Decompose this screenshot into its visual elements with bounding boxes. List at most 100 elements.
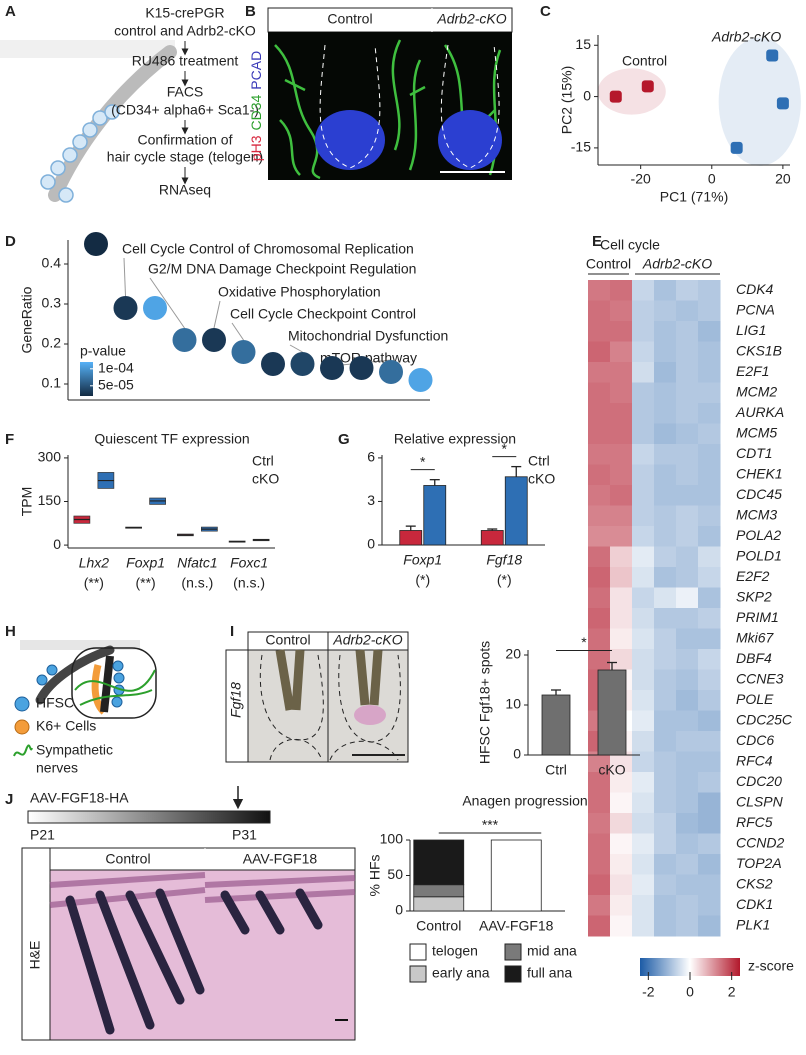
heat-cell <box>632 587 655 609</box>
legend-label: full ana <box>527 965 572 981</box>
heat-cell <box>654 854 677 875</box>
x-tick-label: Control <box>416 918 461 934</box>
heat-cell <box>698 854 721 875</box>
bar-segment <box>413 839 465 886</box>
row-label: CCNE3 <box>736 670 784 686</box>
heat-cell <box>654 280 677 301</box>
heat-cell <box>654 382 677 404</box>
x-axis-label: PC1 (71%) <box>660 189 728 205</box>
heat-cell <box>610 608 633 629</box>
heat-cell <box>676 526 699 547</box>
point <box>766 49 779 62</box>
heat-cell <box>654 751 677 773</box>
heat-cell <box>632 854 655 875</box>
heat-cell <box>632 772 655 793</box>
heat-cell <box>676 772 699 793</box>
heat-cell <box>632 690 655 711</box>
row-label: PCNA <box>736 301 775 317</box>
heat-cell <box>698 628 721 650</box>
bar-segment <box>413 884 465 898</box>
heat-cell <box>654 341 677 363</box>
workflow-step: control and Adrb2-cKO <box>114 23 256 39</box>
panel-label: H <box>5 623 16 640</box>
heat-cell <box>698 792 721 814</box>
heat-cell <box>698 567 721 588</box>
colorbar-tick-label: 2 <box>728 984 736 1000</box>
row-label: MCM5 <box>736 424 777 440</box>
hair-shaft <box>48 45 177 202</box>
heat-cell <box>676 895 699 916</box>
panel-label: G <box>338 431 350 448</box>
stain-label: pH3 CD34 PCAD <box>248 51 264 161</box>
heat-cell <box>676 628 699 650</box>
heat-cell <box>654 690 677 711</box>
chart-title: Cell cycle <box>600 237 660 253</box>
heat-cell <box>610 772 633 793</box>
dot <box>349 356 374 380</box>
bar <box>480 530 504 546</box>
heat-cell <box>632 608 655 629</box>
outline <box>440 44 500 169</box>
heat-cell <box>676 464 699 486</box>
annotation: Mitochondrial Dysfunction <box>288 328 448 344</box>
row-label: CCND2 <box>736 834 784 850</box>
dot <box>290 352 315 376</box>
heat-cell <box>698 833 721 855</box>
heat-cell <box>654 485 677 506</box>
heat-cell <box>698 874 721 896</box>
timepoint-label: P21 <box>30 827 55 843</box>
hfsc-cells <box>111 660 125 708</box>
heat-cell <box>676 813 699 834</box>
heat-cell <box>698 464 721 486</box>
colorbar <box>640 958 740 976</box>
timepoint-label: P31 <box>232 827 257 843</box>
construct-label: AAV-FGF18-HA <box>30 790 129 806</box>
heat-cell <box>588 464 611 486</box>
heat-cell <box>610 628 633 650</box>
row-label: E2F2 <box>736 568 770 584</box>
row-label: CDC45 <box>736 486 782 502</box>
significance-star: * <box>420 453 426 469</box>
row-label: SKP2 <box>736 588 772 604</box>
heat-cell <box>698 382 721 404</box>
annotation-connector <box>289 344 303 353</box>
heat-cell <box>588 567 611 588</box>
heat-cell <box>654 362 677 383</box>
heat-cell <box>610 403 633 424</box>
bar <box>504 476 528 546</box>
heat-cell <box>698 403 721 424</box>
heat-cell <box>676 854 699 875</box>
significance-label: (n.s.) <box>233 575 265 591</box>
heat-cell <box>698 546 721 568</box>
heat-cell <box>632 321 655 342</box>
panel-label: F <box>5 431 14 448</box>
column-header: Adrb2-cKO <box>332 632 402 648</box>
legend-label: cKO <box>528 471 555 487</box>
heat-cell <box>654 526 677 547</box>
heat-cell <box>698 813 721 834</box>
stain-label: H&E <box>27 941 43 970</box>
heat-cell <box>654 649 677 670</box>
chart-title: Anagen progression <box>462 793 587 809</box>
workflow-step: (CD34+ alpha6+ Sca1-) <box>111 102 259 118</box>
group-header: Control <box>586 256 631 272</box>
row-label: MCM2 <box>736 383 777 399</box>
heat-cell <box>588 362 611 383</box>
row-label: CLSPN <box>736 793 784 809</box>
y-tick-label: 0.4 <box>42 255 62 271</box>
column-header: Control <box>105 851 150 867</box>
x-tick-label: 0 <box>708 171 716 187</box>
heat-cell <box>588 300 611 322</box>
x-tick-label: 20 <box>775 171 791 187</box>
heat-cell <box>632 710 655 732</box>
legend-nerve <box>13 744 33 757</box>
y-tick-label: 0 <box>395 902 403 918</box>
heat-cell <box>676 485 699 506</box>
row-label: POLD1 <box>736 547 782 563</box>
heat-cell <box>698 280 721 301</box>
heat-cell <box>610 813 633 834</box>
annotation: Cell Cycle Checkpoint Control <box>230 306 416 322</box>
heat-cell <box>588 280 611 301</box>
legend-swatch <box>409 965 427 983</box>
header-box <box>267 7 513 33</box>
